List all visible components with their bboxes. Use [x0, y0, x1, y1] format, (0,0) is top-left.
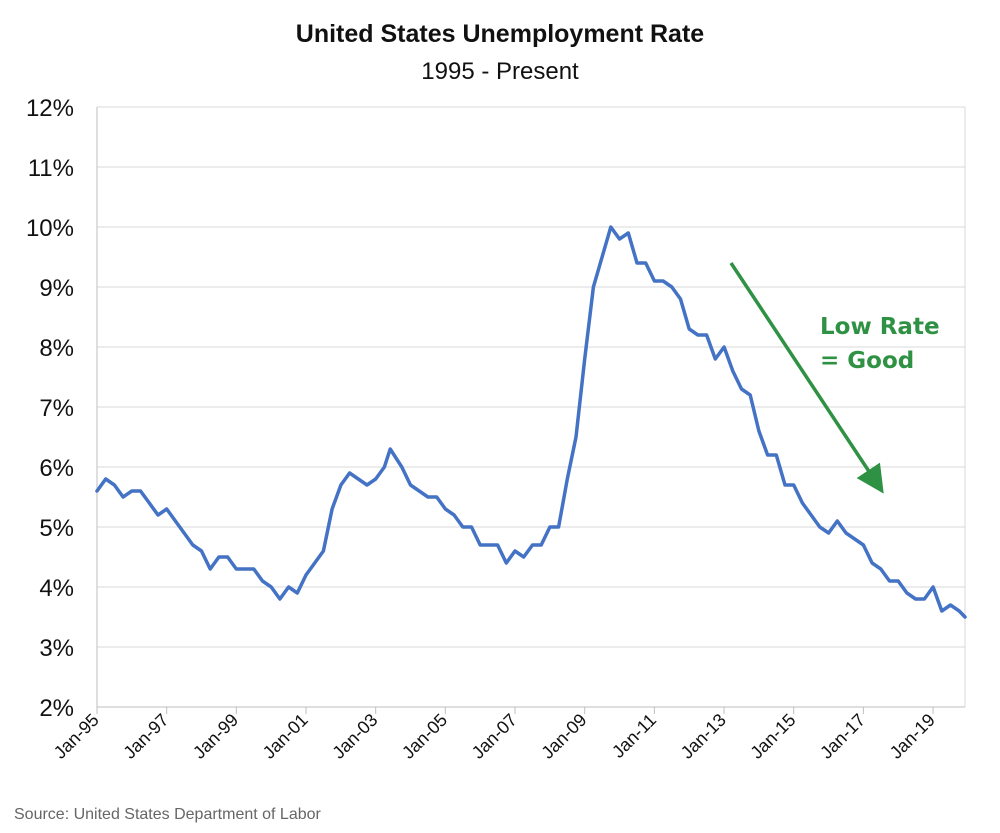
chart-title: United States Unemployment Rate: [295, 20, 705, 48]
y-tick-label: 4%: [39, 575, 74, 602]
annotation: Low Rate = Good: [729, 262, 940, 494]
x-tick-label: Jan-97: [119, 710, 172, 763]
x-tick-label: Jan-05: [398, 710, 451, 763]
x-tick-label: Jan-11: [608, 710, 660, 762]
y-tick-label: 6%: [39, 455, 74, 482]
x-tick-label: Jan-09: [537, 710, 590, 763]
y-tick-label: 10%: [26, 215, 74, 242]
series-layer: [95, 225, 967, 619]
x-tick-label: Jan-13: [677, 710, 730, 763]
x-tick-label: Jan-01: [259, 710, 312, 763]
y-tick-label: 11%: [28, 155, 74, 182]
grid-lines: [97, 106, 965, 648]
x-tick-label: Jan-19: [886, 710, 939, 763]
y-axis-ticks: 2% 3% 4% 5% 6% 7% 8% 9% 10% 11% 12%: [26, 95, 74, 722]
annotation-line-1: Low Rate: [820, 314, 940, 340]
x-tick-label: Jan-15: [746, 710, 799, 763]
source-note: Source: United States Department of Labo…: [14, 806, 321, 823]
x-tick-label: Jan-03: [328, 710, 381, 763]
axes: [96, 107, 966, 708]
y-tick-label: 3%: [39, 635, 74, 662]
x-tick-label: Jan-07: [468, 710, 521, 763]
x-tick-label: Jan-17: [816, 710, 869, 763]
y-tick-label: 2%: [39, 695, 74, 722]
x-tick-label: Jan-99: [189, 710, 242, 763]
y-tick-label: 9%: [39, 275, 74, 302]
chart-subtitle: 1995 - Present: [421, 58, 579, 85]
y-tick-label: 7%: [39, 395, 74, 422]
trend-arrow-icon: [729, 262, 884, 494]
y-tick-label: 8%: [39, 335, 74, 362]
y-tick-label: 12%: [26, 95, 74, 122]
x-axis-ticks: Jan-95 Jan-97 Jan-99 Jan-01 Jan-03 Jan-05 Jan-…: [50, 707, 939, 763]
annotation-line-2: = Good: [820, 348, 914, 374]
series-line-unemployment: [95, 225, 967, 619]
y-tick-label: 5%: [39, 515, 74, 542]
